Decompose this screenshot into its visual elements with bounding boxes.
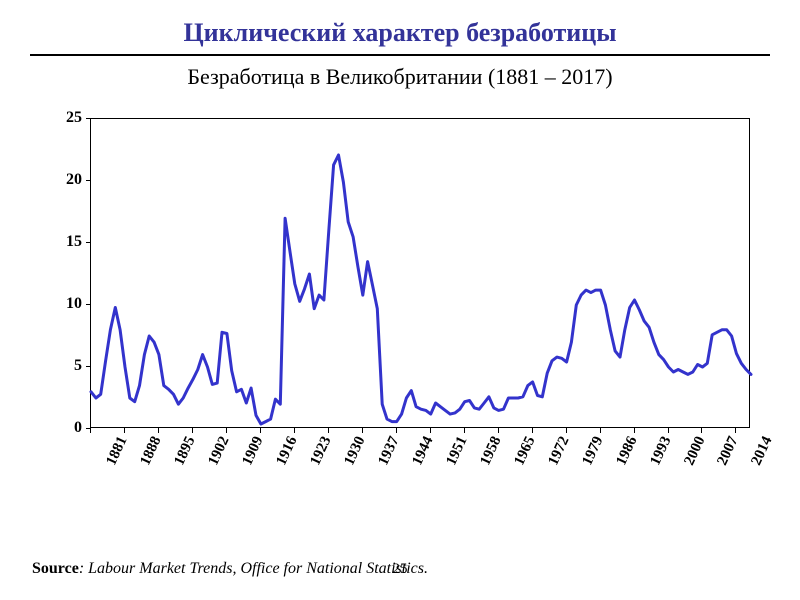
x-tick-mark bbox=[634, 428, 635, 433]
x-tick-mark bbox=[735, 428, 736, 433]
x-tick-mark bbox=[498, 428, 499, 433]
x-tick-mark bbox=[260, 428, 261, 433]
x-tick-label: 1944 bbox=[409, 434, 437, 468]
x-tick-label: 2014 bbox=[749, 434, 777, 468]
x-tick-label: 1979 bbox=[579, 434, 607, 468]
x-tick-label: 1972 bbox=[545, 434, 573, 468]
x-tick-label: 1958 bbox=[477, 434, 505, 468]
chart-container: 0510152025 18811888189519021909191619231… bbox=[40, 108, 760, 508]
line-series bbox=[91, 119, 749, 427]
plot-area bbox=[90, 118, 750, 428]
y-tick-mark bbox=[86, 304, 90, 305]
x-tick-label: 1986 bbox=[613, 434, 641, 468]
x-tick-label: 1888 bbox=[137, 434, 165, 468]
y-tick-label: 25 bbox=[40, 109, 82, 127]
x-tick-label: 1902 bbox=[205, 434, 233, 468]
x-tick-label: 1881 bbox=[103, 434, 131, 468]
y-tick-label: 20 bbox=[40, 171, 82, 189]
x-tick-label: 1895 bbox=[171, 434, 199, 468]
x-tick-label: 1923 bbox=[307, 434, 335, 468]
x-tick-mark bbox=[600, 428, 601, 433]
x-tick-mark bbox=[668, 428, 669, 433]
y-tick-mark bbox=[86, 118, 90, 119]
page-title: Циклический характер безработицы bbox=[0, 0, 800, 54]
x-tick-mark bbox=[90, 428, 91, 433]
y-tick-label: 5 bbox=[40, 357, 82, 375]
x-tick-mark bbox=[192, 428, 193, 433]
y-tick-mark bbox=[86, 242, 90, 243]
x-tick-mark bbox=[430, 428, 431, 433]
x-tick-label: 1937 bbox=[375, 434, 403, 468]
y-tick-mark bbox=[86, 180, 90, 181]
x-tick-mark bbox=[294, 428, 295, 433]
x-tick-mark bbox=[328, 428, 329, 433]
y-tick-label: 0 bbox=[40, 419, 82, 437]
y-tick-mark bbox=[86, 366, 90, 367]
x-tick-mark bbox=[396, 428, 397, 433]
title-divider bbox=[30, 54, 770, 56]
x-tick-label: 2000 bbox=[681, 434, 709, 468]
y-tick-label: 10 bbox=[40, 295, 82, 313]
x-tick-mark bbox=[158, 428, 159, 433]
x-tick-mark bbox=[362, 428, 363, 433]
x-tick-mark bbox=[124, 428, 125, 433]
x-tick-mark bbox=[464, 428, 465, 433]
x-tick-label: 1951 bbox=[443, 434, 471, 468]
x-tick-label: 1916 bbox=[273, 434, 301, 468]
x-tick-mark bbox=[701, 428, 702, 433]
y-tick-label: 15 bbox=[40, 233, 82, 251]
x-tick-mark bbox=[226, 428, 227, 433]
x-tick-label: 1993 bbox=[647, 434, 675, 468]
page-number: 25 bbox=[0, 561, 800, 578]
x-tick-label: 1930 bbox=[341, 434, 369, 468]
x-tick-mark bbox=[532, 428, 533, 433]
x-tick-label: 1965 bbox=[511, 434, 539, 468]
x-tick-label: 2007 bbox=[715, 434, 743, 468]
chart-subtitle: Безработица в Великобритании (1881 – 201… bbox=[0, 64, 800, 90]
x-tick-label: 1909 bbox=[239, 434, 267, 468]
x-tick-mark bbox=[566, 428, 567, 433]
